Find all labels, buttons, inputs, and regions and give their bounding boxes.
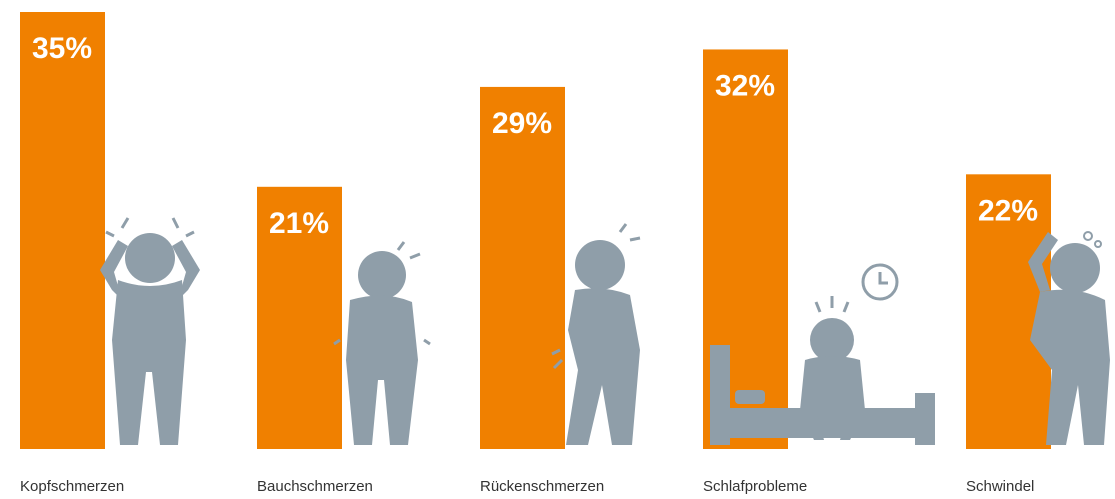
person-headache <box>100 217 200 445</box>
person-stomachache <box>333 241 431 445</box>
value-label: 21% <box>269 207 329 240</box>
category-label: Kopfschmerzen <box>20 478 124 495</box>
pictograms <box>100 217 1110 445</box>
person-dizzy <box>1028 231 1110 445</box>
category-label: Rückenschmerzen <box>480 478 604 495</box>
value-label: 29% <box>492 107 552 140</box>
bar <box>257 186 342 450</box>
category-label: Schlafprobleme <box>703 478 807 495</box>
bar <box>20 12 105 449</box>
value-label: 32% <box>715 69 775 102</box>
value-label: 35% <box>32 32 92 65</box>
category-label: Schwindel <box>966 478 1034 495</box>
category-label: Bauchschmerzen <box>257 478 373 495</box>
person-sleepless <box>710 263 935 445</box>
bar <box>480 86 565 450</box>
value-label: 22% <box>978 194 1038 227</box>
person-backache <box>551 223 641 445</box>
